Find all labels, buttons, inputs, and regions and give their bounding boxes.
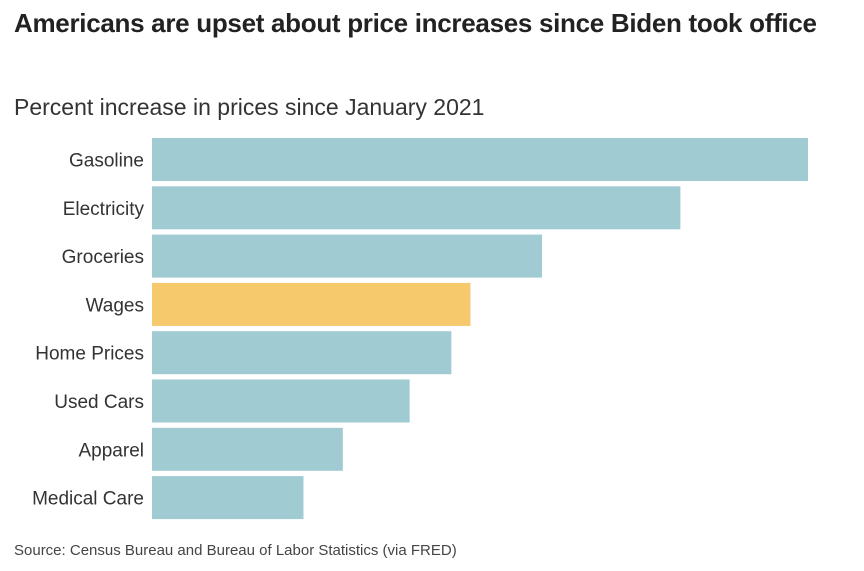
bar-medical-care bbox=[152, 476, 304, 520]
bar-home-prices bbox=[152, 331, 452, 375]
bar-groceries bbox=[152, 234, 543, 278]
chart-title: Americans are upset about price increase… bbox=[14, 8, 817, 38]
bar-wages bbox=[152, 282, 471, 326]
source-note: Source: Census Bureau and Bureau of Labo… bbox=[14, 542, 457, 559]
category-label-gasoline: Gasoline bbox=[69, 151, 144, 172]
bar-apparel bbox=[152, 427, 343, 471]
chart-subtitle: Percent increase in prices since January… bbox=[14, 94, 485, 120]
bar-gasoline bbox=[152, 138, 808, 181]
bar-electricity bbox=[152, 186, 681, 230]
bars-group bbox=[152, 138, 808, 520]
category-label-medical-care: Medical Care bbox=[32, 489, 144, 510]
bar-used-cars bbox=[152, 379, 410, 423]
category-label-apparel: Apparel bbox=[79, 440, 145, 461]
category-label-wages: Wages bbox=[86, 295, 144, 316]
category-label-electricity: Electricity bbox=[63, 199, 145, 220]
category-labels-group: Gasoline Electricity Groceries Wages Home Pr… bbox=[32, 151, 144, 510]
category-label-used-cars: Used Cars bbox=[54, 392, 144, 413]
category-label-groceries: Groceries bbox=[62, 247, 144, 268]
category-label-home-prices: Home Prices bbox=[35, 344, 144, 365]
